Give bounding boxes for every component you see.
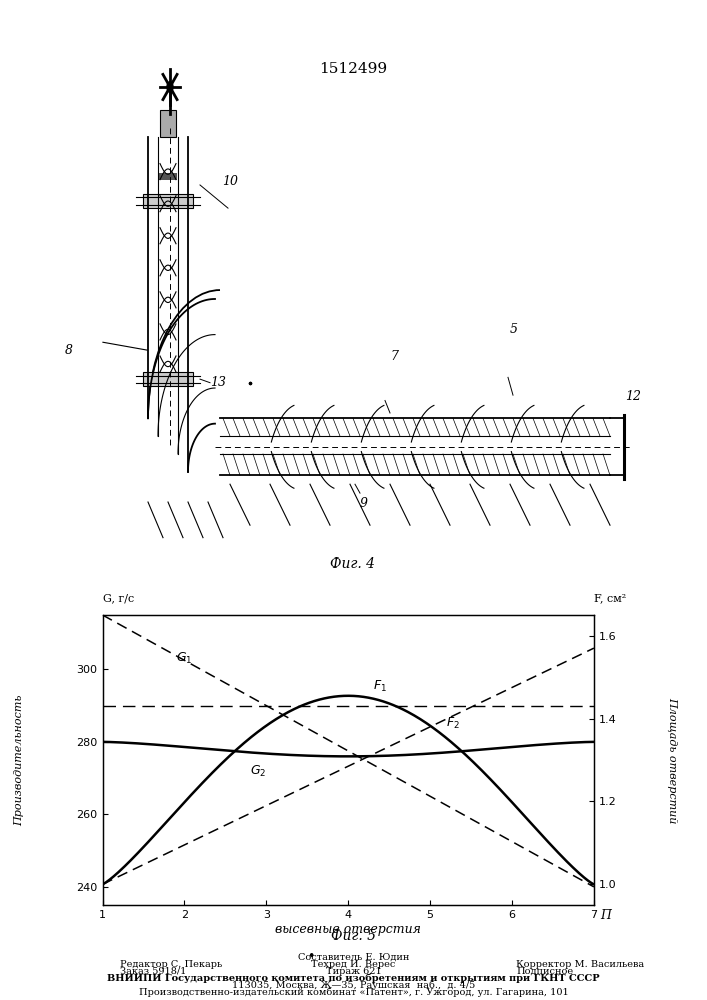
Text: $G_1$: $G_1$ [176, 651, 192, 666]
Text: ВНИИПИ Государственного комитета по изобретениям и открытиям при ГКНТ СССР: ВНИИПИ Государственного комитета по изоб… [107, 974, 600, 983]
Text: Тираж 621: Тираж 621 [326, 967, 381, 976]
X-axis label: высевные отверстия: высевные отверстия [275, 923, 421, 936]
Text: П: П [600, 909, 612, 922]
Text: 5: 5 [510, 323, 518, 336]
Text: 10: 10 [222, 175, 238, 188]
Text: Фиг. 5: Фиг. 5 [331, 929, 376, 943]
Text: $F_2$: $F_2$ [447, 716, 460, 731]
Text: F, см²: F, см² [594, 593, 626, 603]
Bar [143, 372, 193, 386]
Text: Производственно-издательский комбинат «Патент», г. Ужгород, ул. Гагарина, 101: Производственно-издательский комбинат «П… [139, 988, 568, 997]
Bar [143, 194, 193, 208]
Circle shape [167, 82, 173, 92]
Bar [160, 110, 176, 137]
Text: •: • [308, 950, 315, 963]
Text: 9: 9 [360, 497, 368, 510]
Text: Подписное: Подписное [516, 967, 573, 976]
Text: 12: 12 [625, 390, 641, 403]
Text: Заказ 5918/1: Заказ 5918/1 [120, 967, 187, 976]
Text: Редактор С. Пекарь: Редактор С. Пекарь [120, 960, 223, 969]
Text: Техред И. Верес: Техред И. Верес [311, 960, 396, 969]
Text: $G_2$: $G_2$ [250, 764, 267, 779]
Text: Производительность: Производительность [14, 694, 24, 826]
Text: Корректор М. Васильева: Корректор М. Васильева [516, 960, 644, 969]
Text: 113035, Москва, Ж—35, Раушская  наб.,  д. 4/5: 113035, Москва, Ж—35, Раушская наб., д. … [232, 980, 475, 990]
Text: $F_1$: $F_1$ [373, 679, 387, 694]
Text: Площадь отверстий: Площадь отверстий [667, 697, 677, 823]
Text: Составитель Е. Юдин: Составитель Е. Юдин [298, 953, 409, 962]
Text: 8: 8 [65, 344, 73, 357]
Text: Фиг. 4: Фиг. 4 [330, 557, 375, 571]
Text: 13: 13 [210, 376, 226, 389]
Text: 1512499: 1512499 [319, 62, 387, 76]
Bar [159, 172, 177, 180]
Text: G, г/с: G, г/с [103, 593, 134, 603]
Text: 7: 7 [390, 350, 398, 363]
